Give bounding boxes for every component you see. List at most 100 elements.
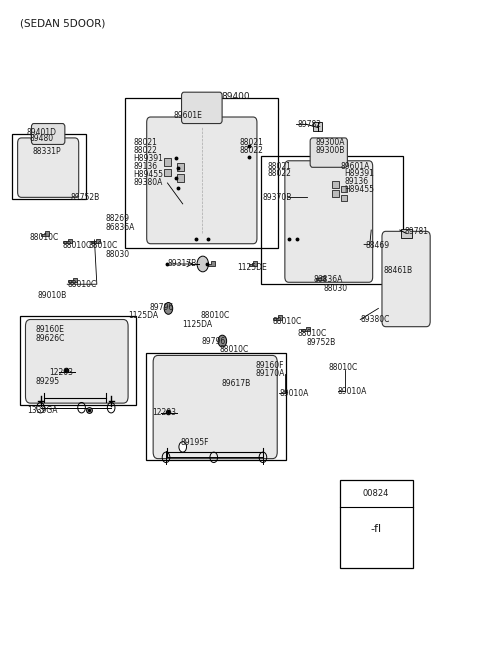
Text: 1125DA: 1125DA bbox=[128, 311, 158, 320]
Bar bbox=[341, 186, 348, 192]
FancyBboxPatch shape bbox=[181, 92, 222, 123]
Text: 89010A: 89010A bbox=[338, 387, 367, 396]
Bar bbox=[12, 134, 86, 199]
Text: 89782: 89782 bbox=[297, 119, 321, 129]
Text: 89601E: 89601E bbox=[173, 112, 202, 120]
FancyBboxPatch shape bbox=[382, 232, 430, 327]
Text: 89380A: 89380A bbox=[133, 178, 163, 188]
Text: 89401D: 89401D bbox=[27, 127, 57, 136]
Text: H89455: H89455 bbox=[344, 185, 374, 194]
Text: 88010C: 88010C bbox=[297, 329, 326, 338]
Polygon shape bbox=[206, 261, 215, 266]
Bar bbox=[164, 169, 171, 176]
Text: 88010C: 88010C bbox=[220, 345, 249, 354]
Text: 89752B: 89752B bbox=[307, 338, 336, 347]
Text: 89400: 89400 bbox=[221, 92, 250, 100]
Text: 89317B: 89317B bbox=[168, 260, 197, 268]
Text: 88461B: 88461B bbox=[383, 266, 412, 275]
FancyBboxPatch shape bbox=[285, 161, 372, 282]
Text: 88022: 88022 bbox=[133, 146, 157, 155]
Text: 89626C: 89626C bbox=[36, 334, 65, 343]
Text: 89195F: 89195F bbox=[180, 438, 209, 447]
Text: 89601A: 89601A bbox=[340, 161, 370, 171]
Polygon shape bbox=[40, 232, 49, 236]
Bar bbox=[20, 316, 136, 405]
Text: 89370B: 89370B bbox=[263, 193, 292, 202]
Polygon shape bbox=[249, 261, 257, 266]
FancyBboxPatch shape bbox=[147, 117, 257, 244]
Polygon shape bbox=[91, 239, 100, 243]
Text: 1339GA: 1339GA bbox=[28, 407, 58, 415]
Text: 88030: 88030 bbox=[324, 284, 348, 293]
Text: 89170A: 89170A bbox=[255, 369, 285, 379]
Text: (SEDAN 5DOOR): (SEDAN 5DOOR) bbox=[20, 18, 105, 28]
Text: H89391: H89391 bbox=[344, 169, 374, 178]
Text: 88010C: 88010C bbox=[201, 311, 230, 320]
Text: 89781: 89781 bbox=[405, 227, 429, 236]
Text: 88010C: 88010C bbox=[29, 234, 58, 242]
Bar bbox=[124, 98, 278, 249]
Text: 88010C: 88010C bbox=[273, 317, 302, 326]
Circle shape bbox=[179, 441, 187, 452]
Text: 89160F: 89160F bbox=[255, 361, 284, 371]
Bar bbox=[146, 353, 286, 460]
Text: 89136: 89136 bbox=[133, 162, 158, 171]
Text: 89617B: 89617B bbox=[222, 379, 251, 388]
Text: 88021: 88021 bbox=[268, 161, 291, 171]
Text: -fl: -fl bbox=[370, 524, 381, 534]
FancyBboxPatch shape bbox=[18, 138, 79, 197]
Text: 88269: 88269 bbox=[106, 215, 130, 224]
Text: 88022: 88022 bbox=[240, 146, 264, 155]
Text: 00824: 00824 bbox=[362, 489, 389, 498]
Bar bbox=[332, 190, 339, 197]
Text: 88331P: 88331P bbox=[33, 147, 61, 156]
Text: 89160E: 89160E bbox=[36, 325, 65, 335]
Text: 86836A: 86836A bbox=[314, 275, 343, 284]
Text: 1125DE: 1125DE bbox=[238, 264, 267, 272]
Polygon shape bbox=[316, 276, 325, 280]
Bar bbox=[341, 195, 348, 201]
Text: 88010C: 88010C bbox=[89, 241, 118, 250]
Text: 89752B: 89752B bbox=[71, 193, 100, 202]
Bar bbox=[332, 181, 339, 188]
Circle shape bbox=[164, 302, 173, 314]
Polygon shape bbox=[274, 315, 282, 319]
Bar bbox=[261, 155, 403, 283]
Text: 89480: 89480 bbox=[30, 134, 54, 143]
FancyBboxPatch shape bbox=[153, 356, 277, 459]
Bar bbox=[177, 163, 184, 171]
Text: 88010C: 88010C bbox=[67, 279, 96, 289]
Text: 89796: 89796 bbox=[202, 337, 226, 346]
Polygon shape bbox=[301, 327, 310, 331]
Circle shape bbox=[218, 335, 227, 347]
Text: 1125DA: 1125DA bbox=[182, 320, 212, 329]
Text: 89010A: 89010A bbox=[279, 389, 309, 398]
Text: 88010C: 88010C bbox=[62, 241, 92, 250]
Bar bbox=[340, 480, 413, 568]
Text: 88469: 88469 bbox=[365, 241, 389, 250]
Text: H89455: H89455 bbox=[133, 170, 164, 179]
Text: 89136: 89136 bbox=[344, 177, 368, 186]
Text: 89796: 89796 bbox=[149, 302, 174, 312]
Text: 88010C: 88010C bbox=[328, 363, 358, 372]
Text: 89295: 89295 bbox=[36, 377, 60, 386]
Polygon shape bbox=[68, 277, 77, 282]
Text: 88030: 88030 bbox=[106, 250, 130, 258]
FancyBboxPatch shape bbox=[32, 123, 65, 144]
Bar bbox=[401, 230, 412, 238]
Text: 89300B: 89300B bbox=[315, 146, 345, 155]
Circle shape bbox=[197, 256, 208, 272]
Bar bbox=[177, 174, 184, 182]
Text: 89300A: 89300A bbox=[315, 138, 345, 147]
Text: 12203: 12203 bbox=[49, 368, 73, 377]
FancyBboxPatch shape bbox=[310, 138, 348, 167]
Bar bbox=[313, 122, 322, 131]
Text: 89010B: 89010B bbox=[37, 291, 66, 300]
Bar bbox=[164, 158, 171, 166]
Text: 89380C: 89380C bbox=[360, 315, 390, 324]
Text: 88022: 88022 bbox=[268, 169, 291, 178]
FancyBboxPatch shape bbox=[25, 319, 128, 403]
Text: 88021: 88021 bbox=[240, 138, 264, 147]
Polygon shape bbox=[63, 239, 72, 243]
Text: H89391: H89391 bbox=[133, 154, 164, 163]
